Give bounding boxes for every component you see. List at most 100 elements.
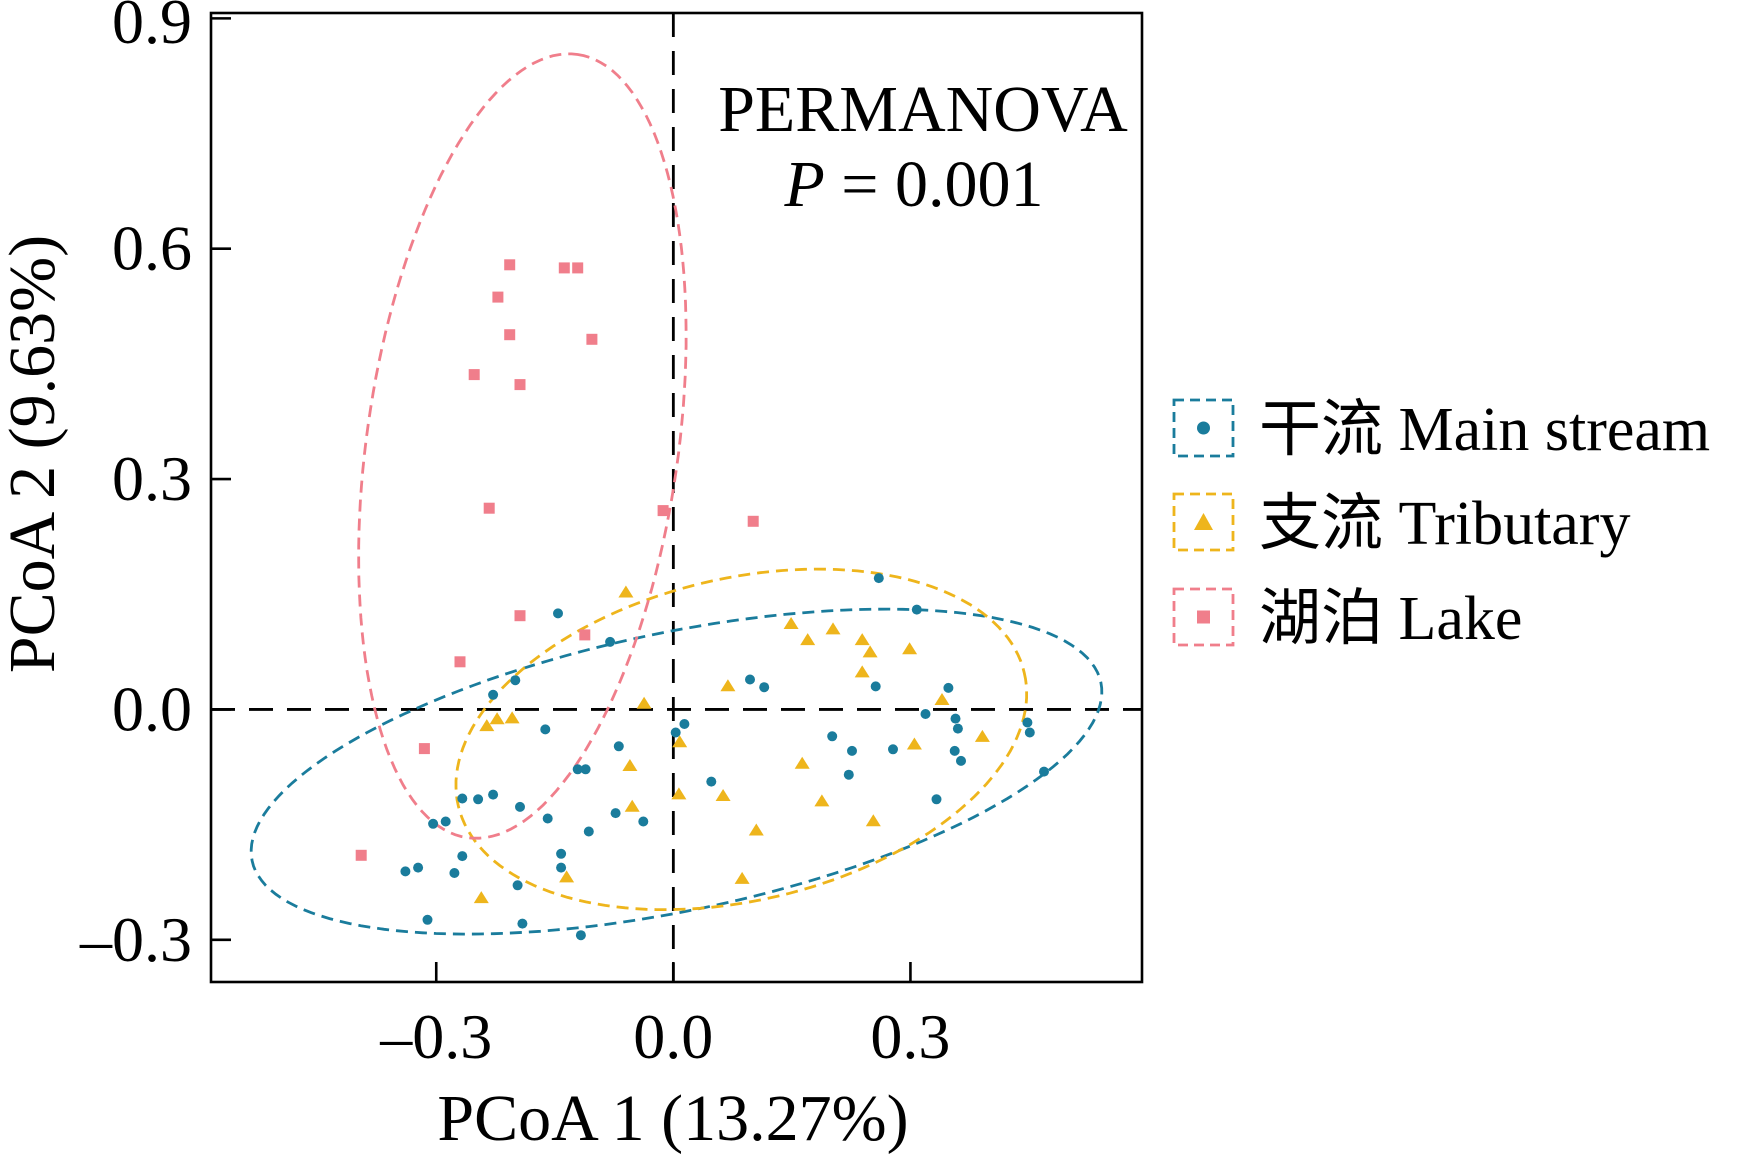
- legend-box-lake: [1172, 587, 1235, 647]
- main-stream-ellipse: [249, 607, 1104, 936]
- legend-item-main-stream: 干流 Main stream: [1172, 396, 1710, 464]
- main-stream-point: [679, 719, 690, 729]
- main-stream-point: [422, 914, 433, 925]
- legend-item-lake: 湖泊 Lake: [1172, 585, 1522, 653]
- lake-point: [483, 502, 495, 514]
- lake-point: [492, 291, 504, 303]
- tributary-point: [479, 719, 495, 732]
- main-stream-point: [583, 826, 594, 837]
- main-stream-point: [540, 724, 551, 735]
- plot-frame: [209, 11, 1144, 984]
- tributary-point: [974, 729, 990, 742]
- main-stream-point: [575, 930, 586, 941]
- legend-label-main-stream: 干流 Main stream: [1259, 396, 1710, 464]
- main-stream-point: [949, 745, 960, 756]
- tributary-point: [748, 823, 764, 836]
- lake-point: [586, 333, 598, 345]
- x-tick-label: 0.3: [870, 1001, 950, 1072]
- tributary-ellipse: [454, 567, 1028, 911]
- lake-point: [514, 379, 526, 391]
- main-stream-point: [510, 675, 521, 686]
- tributary-point: [504, 711, 520, 724]
- permanova-p-value: P = 0.001: [783, 148, 1043, 221]
- tributary-point: [671, 787, 687, 800]
- main-stream-point: [920, 709, 931, 719]
- y-tick-label: 0.9: [112, 0, 192, 57]
- lake-point: [657, 505, 669, 517]
- main-stream-point: [870, 681, 881, 692]
- y-tick-label: 0.6: [112, 213, 192, 284]
- lake-point: [468, 369, 480, 381]
- y-tick-label: 0.3: [112, 443, 192, 514]
- main-stream-point: [745, 674, 755, 685]
- x-tick-label: 0.0: [633, 1001, 713, 1072]
- lake-point: [514, 610, 526, 622]
- tributary-point: [672, 735, 688, 748]
- lake-point: [418, 743, 430, 755]
- permanova-title: PERMANOVA: [718, 73, 1128, 146]
- main-stream-point: [873, 573, 884, 584]
- lake-ellipse: [357, 52, 688, 840]
- main-stream-point: [457, 851, 468, 862]
- tributary-point: [934, 693, 950, 705]
- legend-box-tributary: [1172, 492, 1235, 552]
- legend-label-lake: 湖泊 Lake: [1259, 585, 1522, 653]
- legend-triangle-marker: [1194, 513, 1213, 530]
- main-stream-point: [638, 816, 649, 827]
- tributary-point: [473, 891, 489, 904]
- lake-point: [558, 262, 570, 274]
- tributary-point: [800, 633, 816, 646]
- main-stream-point: [457, 793, 468, 804]
- main-stream-point: [512, 880, 523, 891]
- legend-square-marker: [1197, 610, 1210, 624]
- main-stream-point: [759, 682, 770, 693]
- main-stream-point: [449, 868, 460, 878]
- legend-box-main-stream: [1172, 398, 1235, 458]
- legend-circle-marker: [1197, 421, 1210, 435]
- main-stream-point: [847, 745, 857, 756]
- main-stream-point: [888, 744, 898, 755]
- x-axis-label: PCoA 1 (13.27%): [437, 1082, 908, 1155]
- main-stream-point: [843, 769, 854, 780]
- tributary-point: [902, 642, 918, 655]
- tributary-point: [624, 799, 640, 812]
- main-stream-point: [931, 794, 942, 805]
- main-stream-point: [950, 713, 961, 724]
- main-stream-point: [553, 608, 563, 619]
- lake-point: [504, 329, 516, 341]
- tributary-point: [794, 756, 810, 769]
- main-stream-point: [517, 918, 528, 929]
- main-stream-point: [515, 801, 525, 812]
- p-symbol: P: [783, 148, 824, 221]
- legend-label-tributary: 支流 Tributary: [1259, 490, 1630, 558]
- tributary-point: [854, 633, 870, 646]
- main-stream-point: [488, 689, 499, 700]
- confidence-ellipses: [249, 52, 1104, 936]
- y-tick-label: –0.3: [79, 904, 192, 975]
- p-value-text: = 0.001: [825, 148, 1044, 221]
- tributary-point: [715, 789, 731, 801]
- main-stream-point: [440, 816, 451, 827]
- tributary-point: [636, 696, 652, 709]
- main-stream-point: [428, 818, 439, 829]
- main-stream-point: [952, 723, 963, 734]
- lake-point: [355, 849, 367, 861]
- main-stream-point: [488, 789, 499, 800]
- main-stream-point: [956, 755, 966, 766]
- tributary-point: [559, 870, 575, 883]
- lake-point: [747, 515, 759, 527]
- lake-point: [454, 656, 466, 668]
- main-stream-point: [613, 741, 624, 752]
- tributary-point: [720, 679, 736, 692]
- tributary-point: [825, 622, 841, 635]
- main-stream-point: [605, 636, 616, 647]
- main-stream-point: [413, 862, 424, 873]
- main-stream-point: [610, 808, 621, 819]
- main-stream-point: [400, 866, 411, 877]
- main-stream-point: [1022, 717, 1033, 728]
- main-stream-point: [572, 764, 583, 775]
- tributary-point: [489, 712, 505, 725]
- tributary-point: [618, 585, 634, 598]
- main-stream-point: [542, 813, 553, 824]
